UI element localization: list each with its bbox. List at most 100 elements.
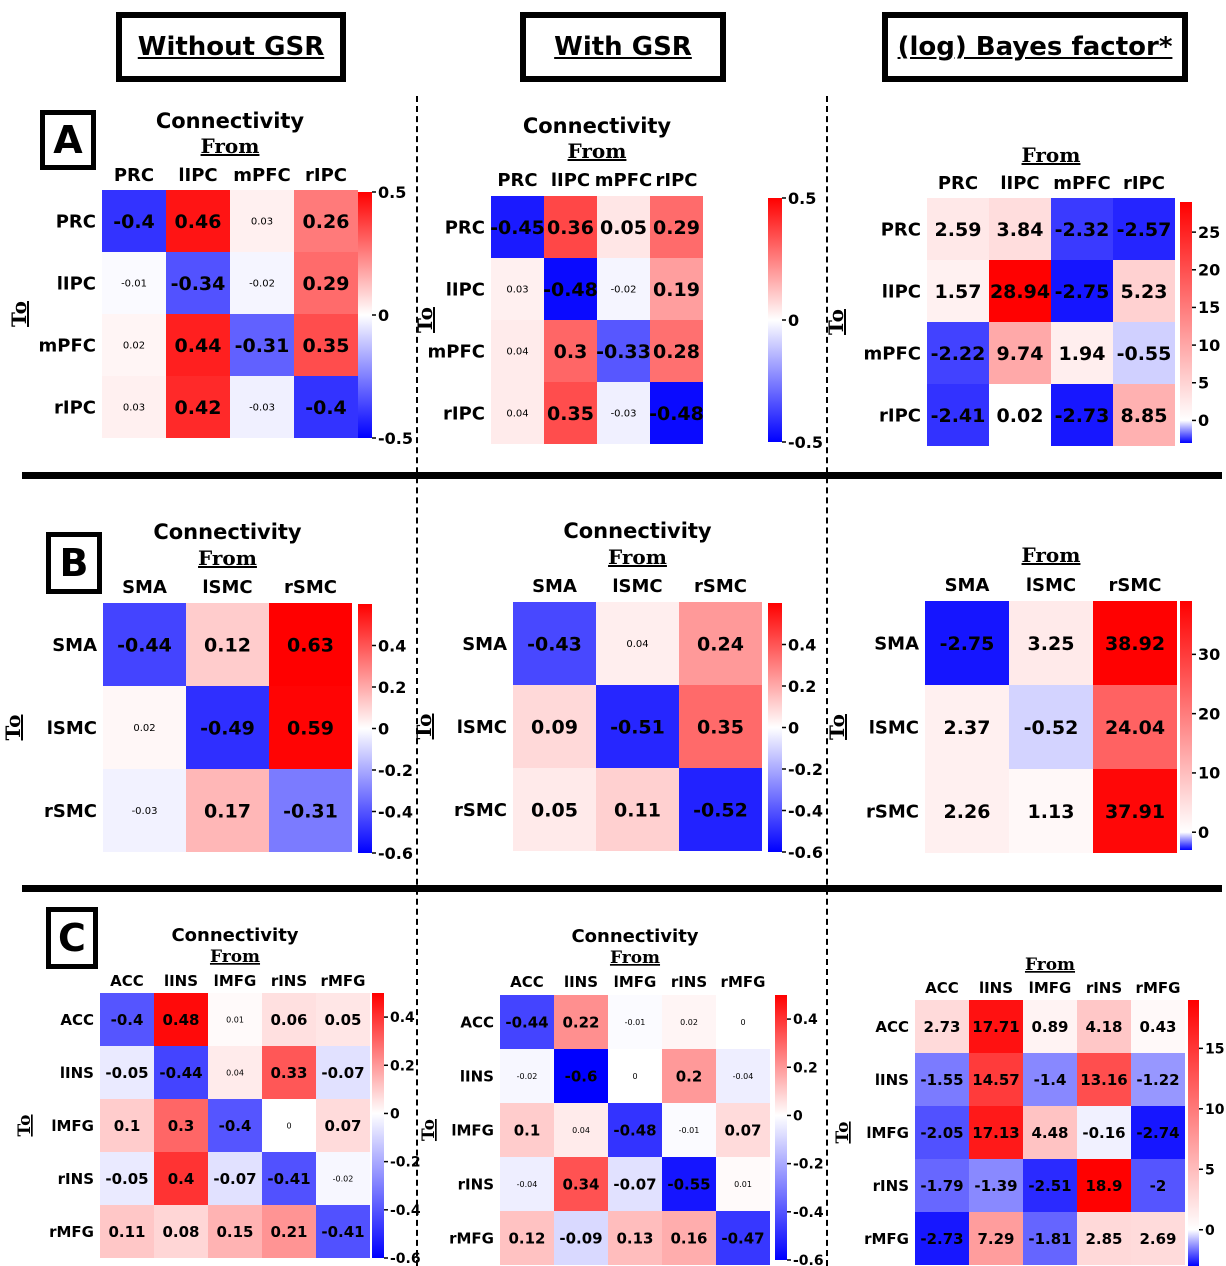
colorbar-tick-label: 0: [390, 1106, 400, 1122]
y-tick-label: lIPC: [446, 279, 485, 300]
cell-value-label: -0.44: [117, 634, 172, 656]
cell-value-label: -0.31: [283, 800, 338, 822]
heatmap-cell: [925, 601, 1009, 685]
cell-value-label: 2.37: [944, 717, 991, 739]
cell-value-label: 0.05: [531, 799, 578, 821]
cell-value-label: 0.16: [670, 1229, 707, 1247]
y-axis-label: To: [413, 307, 437, 333]
cell-value-label: 38.92: [1105, 633, 1165, 655]
heatmap-cell: [1051, 198, 1113, 260]
cell-value-label: -0.45: [490, 217, 545, 239]
cell-value-label: 7.29: [977, 1230, 1014, 1248]
cell-value-label: -0.02: [333, 1174, 354, 1183]
cell-value-label: -0.48: [649, 403, 704, 425]
heatmap-cell: [1023, 1000, 1077, 1053]
heatmap-cell: [186, 686, 269, 769]
x-tick-label: PRC: [938, 173, 978, 194]
heatmap-cell: [500, 1157, 554, 1211]
cell-value-label: 0.26: [303, 211, 350, 233]
cell-value-label: 0.24: [697, 633, 744, 655]
cell-value-label: 0: [632, 1072, 637, 1081]
colorbar-tick-label: 30: [1198, 645, 1220, 664]
heatmap-cell: [679, 768, 762, 851]
y-tick-label: lIPC: [882, 281, 921, 302]
heatmap-cell: [491, 258, 544, 320]
colorbar-tick-label: -0.6: [378, 844, 413, 863]
heatmap-cell: [166, 190, 230, 252]
heatmap-cell: [1077, 1106, 1131, 1159]
cell-value-label: 0.22: [562, 1013, 599, 1031]
cell-value-label: -0.48: [543, 279, 598, 301]
cell-value-label: -2.74: [1136, 1124, 1179, 1142]
cell-value-label: 1.13: [1028, 801, 1075, 823]
chart-title: Connectivity: [571, 926, 698, 947]
cell-value-label: 0.89: [1031, 1018, 1068, 1036]
heatmap-cell: [1093, 769, 1177, 853]
x-tick-label: lINS: [164, 972, 198, 990]
x-tick-label: lINS: [564, 973, 598, 991]
x-tick-label: lINS: [979, 979, 1013, 997]
cell-value-label: 4.48: [1031, 1124, 1068, 1142]
colorbar-tick-label: -0.6: [788, 843, 823, 862]
heatmap-cell: [662, 1049, 716, 1103]
heatmap-cell: [650, 382, 703, 444]
cell-value-label: 0.04: [572, 1126, 590, 1135]
heatmap-cell: [989, 260, 1051, 322]
heatmap-cell: [208, 1046, 262, 1099]
y-tick-label: rSMC: [454, 800, 507, 821]
y-axis-label: To: [419, 1119, 439, 1141]
cell-value-label: 0.04: [506, 409, 528, 420]
heatmap-cell: [166, 252, 230, 314]
heatmap-cell: [230, 314, 294, 376]
heatmap-cell: [262, 1099, 316, 1152]
header-without-gsr: Without GSR: [116, 12, 346, 82]
cell-value-label: 0.35: [697, 716, 744, 738]
colorbar-tick-label: -0.5: [378, 429, 413, 448]
cell-value-label: 0.01: [226, 1015, 244, 1024]
y-tick-label: rMFG: [49, 1223, 94, 1241]
x-tick-label: lIPC: [178, 165, 217, 186]
cell-value-label: 0.3: [168, 1117, 195, 1135]
x-tick-label: lIPC: [551, 170, 590, 191]
colorbar: [1188, 1000, 1199, 1266]
x-tick-label: rINS: [271, 972, 307, 990]
y-tick-label: rMFG: [449, 1229, 494, 1247]
cell-value-label: -0.4: [111, 1011, 144, 1029]
cell-value-label: -0.55: [667, 1175, 710, 1193]
heatmap-cell: [596, 685, 679, 768]
column-divider-right: [826, 96, 828, 1266]
heatmap-cell: [927, 384, 989, 446]
y-tick-label: lMFG: [866, 1124, 909, 1142]
heatmap-cell: [608, 1049, 662, 1103]
x-axis-label: From: [568, 139, 627, 163]
cell-value-label: 0.4: [168, 1170, 195, 1188]
y-tick-label: PRC: [881, 219, 921, 240]
cell-value-label: -0.02: [517, 1072, 538, 1081]
heatmap-cell: [554, 1157, 608, 1211]
colorbar: [1180, 601, 1192, 850]
heatmap-cell: [969, 1000, 1023, 1053]
heatmap-cell: [969, 1212, 1023, 1265]
x-tick-label: rSMC: [284, 577, 337, 598]
cell-value-label: 1.94: [1059, 343, 1106, 365]
heatmap-cell: [1131, 1106, 1185, 1159]
x-tick-label: ACC: [110, 972, 144, 990]
colorbar-tick-label: 0: [788, 311, 799, 330]
cell-value-label: 0.15: [216, 1223, 253, 1241]
x-tick-label: rINS: [1086, 979, 1122, 997]
colorbar-tick-label: -0.2: [390, 1155, 421, 1171]
heatmap-cell: [544, 258, 597, 320]
cell-value-label: 0.02: [997, 405, 1044, 427]
chart-title: Connectivity: [563, 519, 712, 543]
cell-value-label: -0.34: [171, 273, 226, 295]
x-tick-label: SMA: [945, 575, 990, 596]
colorbar-tick-label: 0.5: [788, 189, 816, 208]
heatmap-cell: [989, 322, 1051, 384]
heatmap-cell: [1023, 1106, 1077, 1159]
cell-value-label: 0.35: [547, 403, 594, 425]
cell-value-label: 17.71: [972, 1018, 1019, 1036]
heatmap-cell: [1009, 769, 1093, 853]
x-axis-label: From: [198, 546, 257, 570]
heatmap-cell: [597, 382, 650, 444]
heatmap-cell: [208, 1205, 262, 1258]
